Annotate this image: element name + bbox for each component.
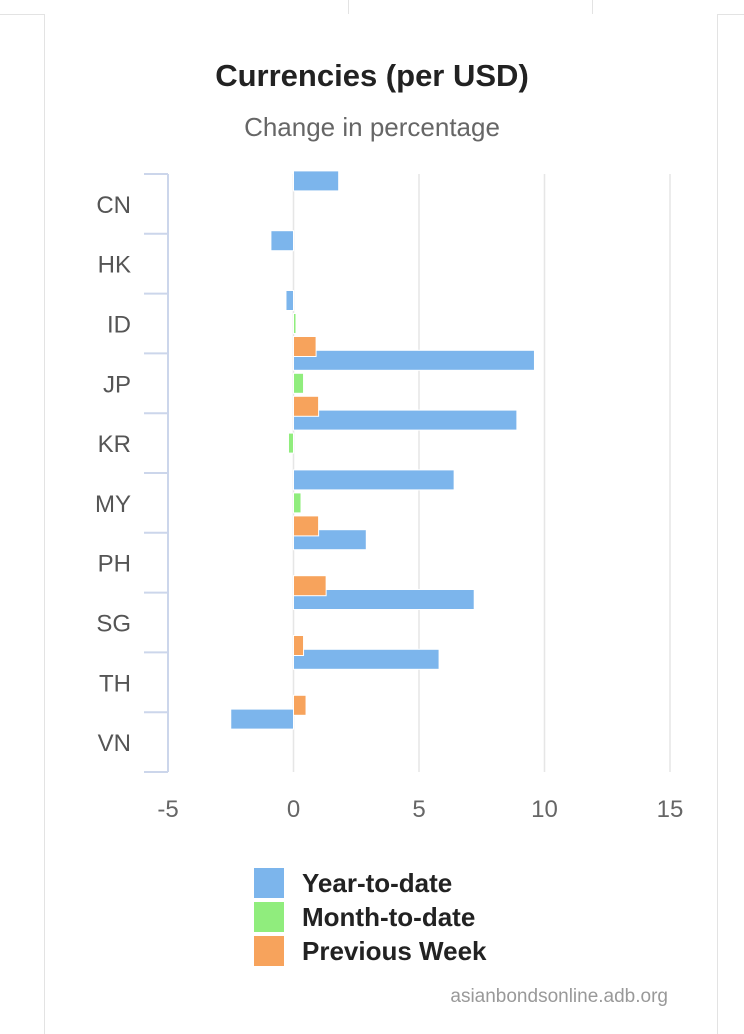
legend-item[interactable]: Month-to-date bbox=[254, 900, 487, 934]
x-tick-label: 15 bbox=[657, 796, 684, 823]
bar-year-to-date bbox=[230, 708, 294, 730]
bar-year-to-date bbox=[293, 409, 518, 431]
bar-previous-week bbox=[293, 694, 307, 716]
bar-previous-week bbox=[293, 515, 320, 537]
category-label: SG bbox=[96, 611, 131, 638]
category-label: KR bbox=[98, 431, 131, 458]
bar-year-to-date bbox=[270, 230, 295, 252]
chart-title: Currencies (per USD) bbox=[215, 58, 529, 93]
legend-swatch bbox=[254, 902, 284, 932]
bar-year-to-date bbox=[293, 170, 340, 192]
bar-year-to-date bbox=[293, 648, 440, 670]
tab-active[interactable] bbox=[348, 0, 593, 14]
legend-label: Year-to-date bbox=[302, 867, 453, 898]
bar-previous-week bbox=[293, 575, 327, 597]
x-tick-label: -5 bbox=[157, 796, 178, 823]
legend-swatch bbox=[254, 868, 284, 898]
bar-month-to-date bbox=[293, 313, 297, 334]
category-label: JP bbox=[103, 371, 131, 398]
category-label: VN bbox=[98, 730, 131, 757]
chart-legend: Year-to-date Month-to-date Previous Week bbox=[254, 866, 487, 968]
legend-item[interactable]: Year-to-date bbox=[254, 866, 487, 900]
x-tick-label: 10 bbox=[531, 796, 558, 823]
chart-subtitle: Change in percentage bbox=[244, 112, 500, 142]
category-label: CN bbox=[96, 192, 131, 219]
bar-previous-week bbox=[293, 635, 305, 656]
category-label: PH bbox=[98, 551, 131, 578]
chart-card bbox=[44, 14, 718, 1034]
bar-year-to-date bbox=[293, 349, 535, 371]
category-label: HK bbox=[98, 252, 131, 279]
category-label: MY bbox=[95, 491, 131, 518]
bar-month-to-date bbox=[293, 372, 305, 394]
legend-label: Month-to-date bbox=[302, 901, 476, 932]
bar-year-to-date bbox=[285, 290, 295, 311]
bar-month-to-date bbox=[293, 492, 302, 514]
bar-year-to-date bbox=[293, 589, 475, 610]
category-label: TH bbox=[99, 670, 131, 697]
legend-swatch bbox=[254, 936, 284, 966]
source-credit[interactable]: asianbondsonline.adb.org bbox=[450, 986, 668, 1007]
x-tick-label: 0 bbox=[287, 796, 300, 823]
legend-item[interactable]: Previous Week bbox=[254, 934, 487, 968]
x-tick-label: 5 bbox=[412, 796, 425, 823]
bar-previous-week bbox=[293, 336, 317, 357]
bar-year-to-date bbox=[293, 469, 455, 491]
bar-previous-week bbox=[293, 395, 320, 417]
category-label: ID bbox=[107, 312, 131, 339]
legend-label: Previous Week bbox=[302, 935, 487, 966]
bar-month-to-date bbox=[287, 432, 295, 454]
